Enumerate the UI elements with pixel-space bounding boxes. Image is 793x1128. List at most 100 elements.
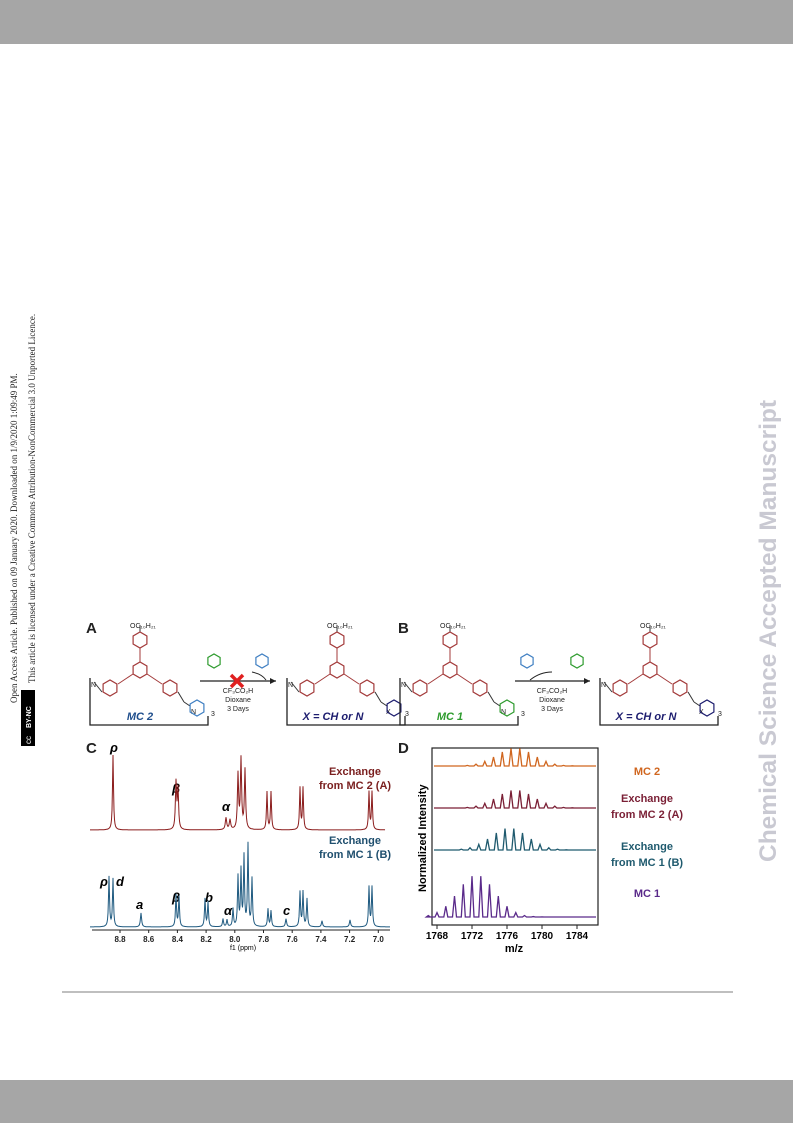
- trace-label: from MC 2 (A): [319, 780, 391, 792]
- bond: [146, 673, 163, 685]
- axis-label: m/z: [505, 943, 524, 955]
- repeat: 3: [521, 711, 525, 718]
- reagent: 3 Days: [227, 706, 249, 713]
- ring: [162, 679, 178, 697]
- trace-label: Exchange: [329, 766, 381, 778]
- ring: [329, 631, 345, 649]
- ring: [132, 631, 148, 649]
- trace-label: Exchange: [621, 793, 673, 805]
- badge-icon: cc: [24, 736, 33, 744]
- repeat: 3: [405, 711, 409, 718]
- bond: [290, 681, 300, 693]
- ring: [699, 699, 715, 717]
- ring: [442, 661, 458, 679]
- bond: [627, 673, 644, 685]
- ring: [499, 699, 515, 717]
- mass-spectrum: [434, 790, 596, 809]
- atom: N: [191, 709, 196, 716]
- x-tick-label: 1780: [531, 931, 554, 942]
- ring: [102, 679, 118, 697]
- ring: [386, 699, 402, 717]
- ring: [299, 679, 315, 697]
- sidebar-line: Open Access Article. Published on 09 Jan…: [9, 373, 19, 703]
- ring: [359, 679, 375, 697]
- bond: [603, 681, 613, 693]
- x-tick-label: 8.0: [229, 935, 241, 944]
- bond: [427, 673, 444, 685]
- axis-label: f1 (ppm): [230, 945, 256, 952]
- bond: [656, 673, 673, 685]
- ring: [472, 679, 488, 697]
- trace-label: from MC 1 (B): [611, 857, 683, 869]
- bracket: [286, 678, 406, 726]
- product-label: X = CH or N: [302, 711, 365, 723]
- repeat: 3: [211, 711, 215, 718]
- peak-label: α: [222, 799, 231, 814]
- spectrum: [90, 754, 386, 831]
- atom: N: [401, 682, 406, 689]
- bond: [687, 691, 695, 703]
- ring: [642, 661, 658, 679]
- reagent: Dioxane: [225, 697, 251, 704]
- reactant-label: MC 1: [437, 711, 463, 723]
- header-bar: [0, 0, 793, 44]
- cc-badge: cc BY-NC: [21, 690, 35, 746]
- ring: [672, 679, 688, 697]
- ring: [412, 679, 428, 697]
- arrow-head: [584, 678, 590, 684]
- x-tick-label: 8.6: [143, 935, 155, 944]
- reactant-label: MC 2: [127, 711, 153, 723]
- trace-label: Exchange: [329, 835, 381, 847]
- x-tick-label: 7.2: [344, 935, 356, 944]
- peak-label: c: [283, 903, 291, 918]
- panel-label: A: [86, 620, 97, 637]
- repeat: 3: [718, 711, 722, 718]
- panel-label: C: [86, 740, 97, 757]
- reagent: CF₃CO₂H: [537, 688, 567, 695]
- x-tick-label: 1768: [426, 931, 449, 942]
- curve: [529, 671, 553, 681]
- substituent: OC₁₀H₂₁: [327, 623, 354, 630]
- bond: [374, 691, 382, 703]
- x-tick-label: 8.8: [114, 935, 126, 944]
- x-tick-label: 1772: [461, 931, 484, 942]
- bond: [93, 681, 103, 693]
- product-label: X = CH or N: [615, 711, 678, 723]
- x-tick-label: 8.2: [201, 935, 213, 944]
- peak-label: d: [116, 874, 125, 889]
- bracket: [599, 678, 719, 726]
- bond: [117, 673, 134, 685]
- bond: [403, 681, 413, 693]
- spectrum: [90, 841, 390, 928]
- bond: [693, 701, 701, 707]
- reagent: Dioxane: [539, 697, 565, 704]
- trace-label: MC 1: [634, 888, 660, 900]
- x-tick-label: 7.8: [258, 935, 270, 944]
- peak-label: α: [224, 903, 233, 918]
- ring: [132, 661, 148, 679]
- mass-spectrum: [434, 748, 596, 767]
- sidebar-line: This article is licensed under a Creativ…: [27, 314, 37, 683]
- trace-label: from MC 2 (A): [611, 809, 683, 821]
- mass-spectrum: [424, 876, 596, 918]
- x-tick-label: 7.0: [373, 935, 385, 944]
- trace-label: Exchange: [621, 841, 673, 853]
- ring: [189, 699, 205, 717]
- peak-label: a: [136, 897, 143, 912]
- bond: [380, 701, 388, 707]
- ring: [255, 653, 269, 669]
- cross: [229, 673, 245, 689]
- watermark: Chemical Science Accepted Manuscript: [755, 400, 782, 862]
- ring: [570, 653, 584, 669]
- peak-label: b: [205, 890, 213, 905]
- trace-label: from MC 1 (B): [319, 849, 391, 861]
- atom: N: [288, 682, 293, 689]
- x-tick-label: 1784: [566, 931, 589, 942]
- arrow-head: [270, 678, 276, 684]
- panel-label: D: [398, 740, 409, 757]
- ring: [642, 631, 658, 649]
- badge-text: BY-NC: [26, 706, 33, 728]
- bond: [456, 673, 473, 685]
- mass-spectrum: [434, 828, 596, 851]
